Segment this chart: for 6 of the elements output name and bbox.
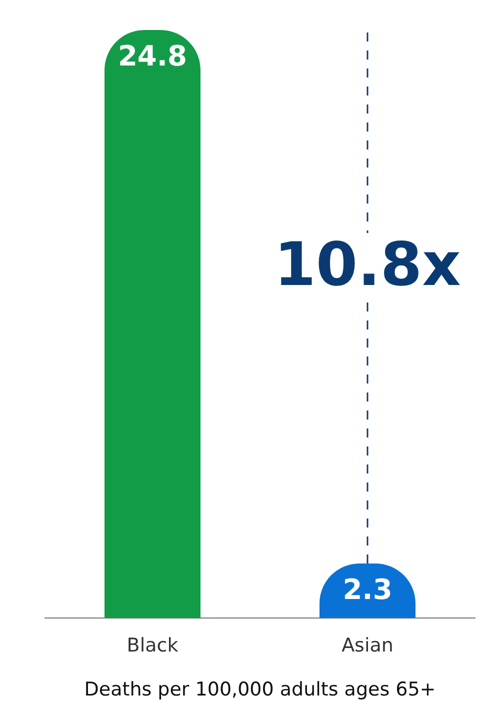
- data-label: 2.3: [342, 572, 392, 606]
- x-tick-label: Black: [126, 634, 178, 656]
- x-axis-title: Deaths per 100,000 adults ages 65+: [84, 678, 436, 700]
- annotation: 10.8x: [268, 230, 468, 300]
- x-tick-label: Asian: [342, 634, 394, 656]
- data-label: 24.8: [118, 40, 188, 72]
